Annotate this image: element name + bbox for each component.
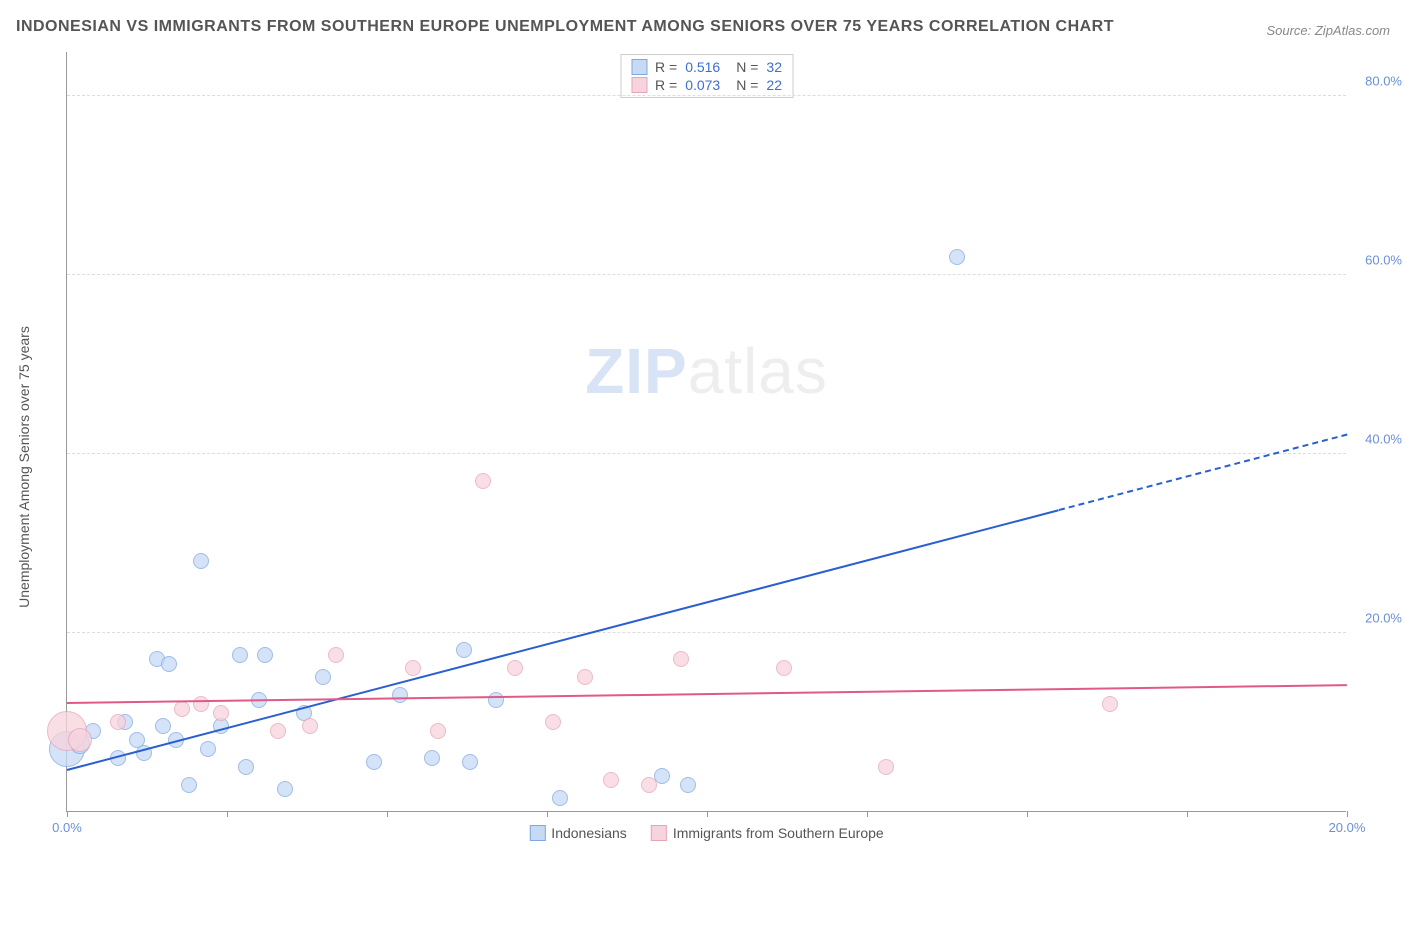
scatter-point	[462, 754, 478, 770]
scatter-point	[776, 660, 792, 676]
scatter-point	[552, 790, 568, 806]
scatter-point	[315, 669, 331, 685]
x-tick	[227, 811, 228, 817]
y-tick-label: 40.0%	[1365, 431, 1402, 446]
scatter-point	[603, 772, 619, 788]
x-tick	[547, 811, 548, 817]
source-label: Source: ZipAtlas.com	[1266, 23, 1390, 38]
scatter-point	[193, 696, 209, 712]
x-tick	[387, 811, 388, 817]
scatter-point	[174, 701, 190, 717]
gridline	[67, 274, 1346, 275]
legend-series-item: Immigrants from Southern Europe	[651, 825, 884, 841]
scatter-point	[456, 642, 472, 658]
legend-series-label: Indonesians	[551, 825, 627, 841]
y-tick-label: 80.0%	[1365, 74, 1402, 89]
scatter-point	[238, 759, 254, 775]
scatter-point	[641, 777, 657, 793]
scatter-point	[545, 714, 561, 730]
legend-stat-row: R = 0.516 N = 32	[631, 59, 782, 75]
scatter-point	[302, 718, 318, 734]
scatter-point	[366, 754, 382, 770]
legend-n-label: N =	[736, 77, 758, 93]
x-tick-label: 20.0%	[1329, 820, 1366, 835]
trend-line-dashed	[1059, 434, 1347, 511]
scatter-point	[68, 728, 92, 752]
legend-swatch	[529, 825, 545, 841]
page-title: INDONESIAN VS IMMIGRANTS FROM SOUTHERN E…	[16, 16, 1114, 38]
scatter-point	[488, 692, 504, 708]
scatter-point	[155, 718, 171, 734]
legend-stats: R = 0.516 N = 32 R = 0.073 N = 22	[620, 54, 793, 98]
scatter-point	[213, 705, 229, 721]
scatter-point	[161, 656, 177, 672]
legend-stat-row: R = 0.073 N = 22	[631, 77, 782, 93]
gridline	[67, 453, 1346, 454]
scatter-point	[949, 249, 965, 265]
x-tick	[867, 811, 868, 817]
legend-series-label: Immigrants from Southern Europe	[673, 825, 884, 841]
scatter-point	[680, 777, 696, 793]
scatter-point	[1102, 696, 1118, 712]
scatter-point	[673, 651, 689, 667]
legend-r-value: 0.516	[685, 59, 720, 75]
legend-n-value: 32	[766, 59, 782, 75]
scatter-point	[277, 781, 293, 797]
y-tick-label: 60.0%	[1365, 252, 1402, 267]
x-tick	[1347, 811, 1348, 817]
scatter-point	[110, 714, 126, 730]
legend-r-label: R =	[655, 77, 677, 93]
correlation-chart: Unemployment Among Seniors over 75 years…	[16, 42, 1390, 892]
scatter-point	[328, 647, 344, 663]
legend-r-label: R =	[655, 59, 677, 75]
x-tick	[67, 811, 68, 817]
legend-swatch	[631, 59, 647, 75]
scatter-point	[181, 777, 197, 793]
x-tick	[707, 811, 708, 817]
legend-r-value: 0.073	[685, 77, 720, 93]
scatter-point	[475, 473, 491, 489]
scatter-point	[878, 759, 894, 775]
y-tick-label: 20.0%	[1365, 610, 1402, 625]
legend-series: Indonesians Immigrants from Southern Euro…	[529, 825, 883, 841]
scatter-point	[270, 723, 286, 739]
legend-swatch	[651, 825, 667, 841]
scatter-point	[200, 741, 216, 757]
scatter-point	[430, 723, 446, 739]
legend-swatch	[631, 77, 647, 93]
x-tick	[1027, 811, 1028, 817]
scatter-point	[424, 750, 440, 766]
scatter-point	[507, 660, 523, 676]
plot-area: ZIPatlas R =0.516N =32R =0.073N =22 Indo…	[66, 52, 1346, 812]
scatter-point	[257, 647, 273, 663]
gridline	[67, 632, 1346, 633]
scatter-point	[232, 647, 248, 663]
scatter-point	[392, 687, 408, 703]
scatter-point	[193, 553, 209, 569]
trend-line	[67, 509, 1060, 771]
y-axis-label: Unemployment Among Seniors over 75 years	[16, 327, 32, 609]
legend-n-value: 22	[766, 77, 782, 93]
x-tick	[1187, 811, 1188, 817]
x-tick-label: 0.0%	[52, 820, 82, 835]
gridline	[67, 95, 1346, 96]
scatter-point	[405, 660, 421, 676]
legend-n-label: N =	[736, 59, 758, 75]
watermark: ZIPatlas	[585, 334, 828, 408]
legend-series-item: Indonesians	[529, 825, 627, 841]
scatter-point	[577, 669, 593, 685]
